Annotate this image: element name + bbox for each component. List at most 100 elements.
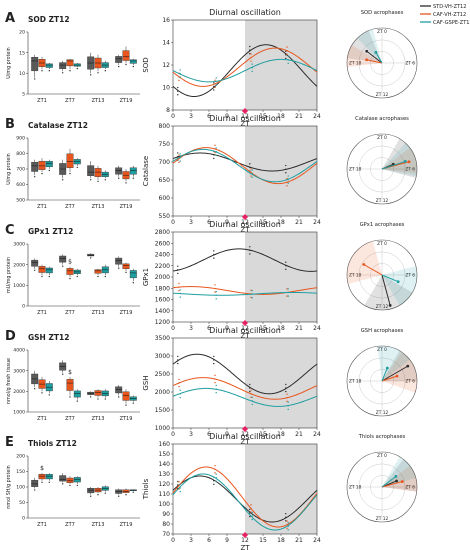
box-caf-gspe-zt12 <box>129 167 137 175</box>
acrophase-vector <box>366 59 383 64</box>
box-point <box>132 65 134 68</box>
acrophase-sector <box>357 29 382 63</box>
osc-data-point <box>213 355 215 358</box>
osc-y-tick-label: 80 <box>162 521 170 528</box>
osc-x-tick-label: 9 <box>225 113 229 120</box>
polar-label-zt6: ZT 6 <box>405 167 415 173</box>
osc-data-point <box>179 396 181 399</box>
osc-x-tick-label: 21 <box>295 325 303 332</box>
box-point <box>69 277 71 280</box>
osc-data-point <box>285 168 287 170</box>
osc-y-tick-label: 70 <box>162 531 170 538</box>
bar-y-axis-label: mU/mg protein <box>6 257 12 293</box>
box-point <box>41 481 43 483</box>
zt12-marker <box>242 426 248 432</box>
bar-y-tick-label: 0 <box>22 304 25 310</box>
osc-data-point <box>179 160 181 162</box>
box-std-vh-zt12 <box>59 62 67 69</box>
osc-data-point <box>251 176 253 178</box>
osc-data-point <box>177 480 179 483</box>
osc-data-point <box>177 94 179 96</box>
box-point <box>90 257 92 259</box>
oscillation-title: Diurnal oscillation <box>209 8 281 17</box>
box-point <box>62 265 64 267</box>
osc-x-tick-label: 6 <box>207 325 211 332</box>
box-point <box>118 177 120 179</box>
osc-y-axis-label: SOD <box>142 57 150 72</box>
osc-data-point <box>214 381 216 384</box>
osc-data-point <box>250 56 252 59</box>
cosinor-curve-std-vh-zt12 <box>172 248 318 272</box>
cosinor-curve-std-vh-zt12 <box>172 353 318 395</box>
osc-data-point <box>251 63 253 65</box>
osc-x-tick-label: 21 <box>295 537 303 544</box>
osc-data-point <box>214 291 216 293</box>
osc-x-tick-label: 3 <box>189 113 193 120</box>
bar-category-label: ZT19 <box>120 416 133 422</box>
polar-label-zt12: ZT 12 <box>376 410 389 416</box>
acrophase-point <box>400 480 404 483</box>
osc-x-tick-label: 3 <box>189 537 193 544</box>
osc-data-point <box>178 158 180 160</box>
osc-data-point <box>179 389 181 392</box>
bar-category-label: ZT13 <box>92 310 105 316</box>
osc-x-tick-label: 18 <box>277 113 285 120</box>
acrophase-point <box>403 160 407 163</box>
osc-data-point <box>250 389 252 391</box>
bar-y-tick-label: 900 <box>16 136 25 142</box>
box-point <box>125 182 127 184</box>
osc-x-tick-label: 6 <box>207 537 211 544</box>
osc-data-point <box>285 268 287 271</box>
box-point <box>34 176 36 178</box>
osc-data-point <box>286 524 288 526</box>
acrophase-point <box>407 160 411 164</box>
box-point <box>69 484 71 487</box>
box-caf-gspe-zt12 <box>129 59 137 64</box>
acrophase-vector <box>381 274 391 306</box>
box-point <box>48 169 50 172</box>
polar-label-zt6: ZT 6 <box>405 61 415 67</box>
osc-data-point <box>250 507 252 510</box>
cosinor-curve-caf-gspe-zt12 <box>172 148 318 183</box>
significance-marker: $ <box>40 465 44 472</box>
box-caf-gspe-zt12 <box>45 474 53 480</box>
osc-x-tick-label: 0 <box>171 431 175 438</box>
osc-x-tick-label: 6 <box>207 219 211 226</box>
acrophase-point <box>406 364 410 368</box>
acrophase-sector <box>347 30 382 63</box>
acrophase-point <box>365 58 368 62</box>
bar-y-tick-label: 3000 <box>13 368 25 374</box>
osc-data-point <box>285 520 287 522</box>
osc-x-tick-label: 18 <box>277 431 285 438</box>
bar-y-tick-label: 50 <box>19 500 25 506</box>
box-point <box>104 179 107 181</box>
acrophase-vector <box>375 52 383 64</box>
osc-y-tick-label: 130 <box>159 471 171 478</box>
osc-data-point <box>250 504 252 506</box>
osc-data-point <box>250 60 252 62</box>
bar-category-label: ZT7 <box>65 416 75 422</box>
osc-y-axis-label: GSH <box>142 375 150 390</box>
bar-chart-title: SOD ZT12 <box>28 15 70 24</box>
acrophase-vector <box>381 160 406 170</box>
osc-data-point <box>177 90 179 92</box>
cosinor-curve-caf-vh-zt12 <box>172 286 318 295</box>
osc-y-tick-label: 1800 <box>155 285 170 292</box>
panel-letter: C <box>5 223 15 238</box>
bar-y-tick-label: 20 <box>19 30 25 36</box>
osc-data-point <box>285 261 287 263</box>
osc-y-tick-label: 120 <box>159 481 171 488</box>
osc-x-tick-label: 15 <box>259 219 267 226</box>
osc-data-point <box>214 287 216 290</box>
osc-x-tick-label: 6 <box>207 431 211 438</box>
bar-category-label: ZT13 <box>92 416 105 422</box>
osc-data-point <box>251 289 253 292</box>
box-caf-vh-zt12 <box>66 268 74 275</box>
osc-y-tick-label: 2000 <box>155 389 170 396</box>
osc-data-point <box>177 152 179 154</box>
osc-data-point <box>250 296 252 299</box>
osc-data-point <box>287 291 289 294</box>
bar-category-label: ZT1 <box>37 416 47 422</box>
